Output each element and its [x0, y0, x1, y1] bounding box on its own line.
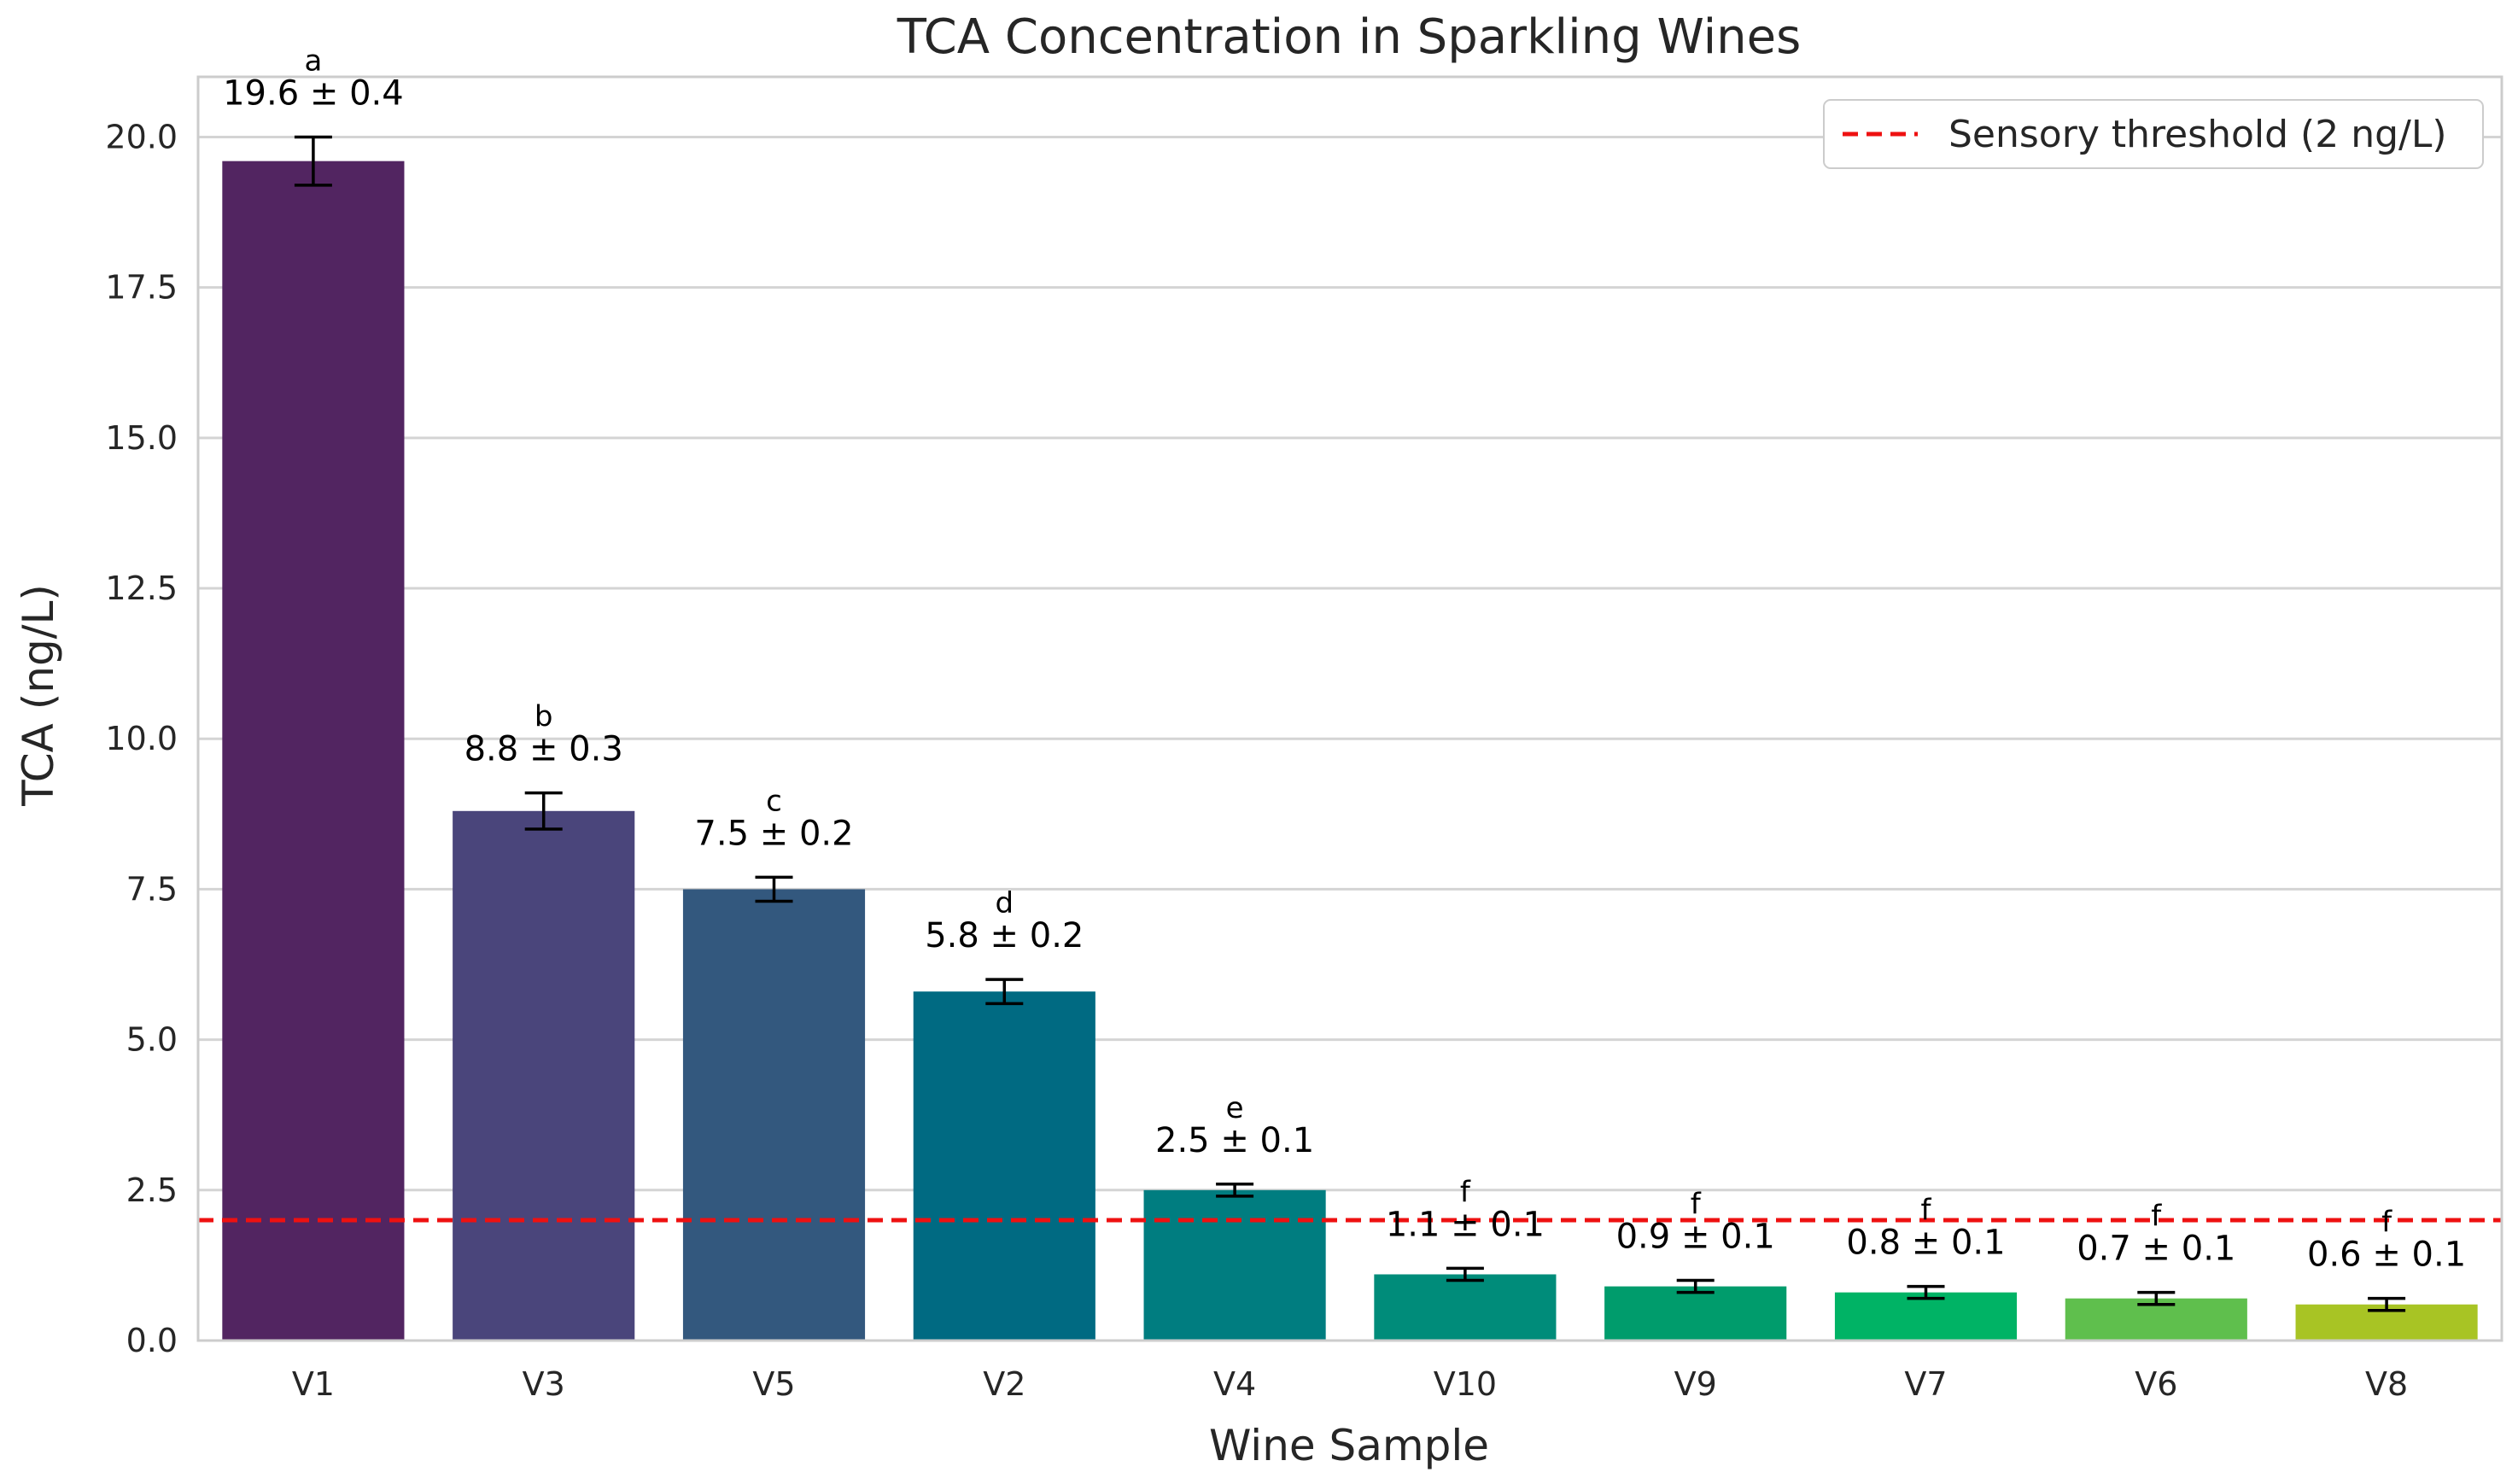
y-tick-label: 20.0 [105, 118, 178, 155]
x-tick-label-V8: V8 [2365, 1365, 2408, 1403]
value-label-V1: 19.6 ± 0.4 [223, 73, 404, 113]
bar-V1 [222, 161, 405, 1341]
y-tick-label: 12.5 [105, 570, 178, 607]
legend-threshold-label: Sensory threshold (2 ng/L) [1948, 113, 2447, 156]
significance-letter-V2: d [996, 886, 1014, 920]
value-label-V5: 7.5 ± 0.2 [694, 814, 853, 853]
x-tick-label-V7: V7 [1904, 1365, 1947, 1403]
significance-letter-V6: f [2151, 1200, 2162, 1234]
x-tick-label-V9: V9 [1674, 1365, 1717, 1403]
significance-letter-V5: c [766, 784, 782, 818]
plot-frame [196, 75, 2503, 1342]
significance-letter-V3: b [535, 700, 553, 734]
y-axis-label: TCA (ng/L) [14, 584, 63, 807]
y-tick-label: 2.5 [126, 1171, 178, 1209]
bar-V3 [453, 810, 635, 1341]
significance-letter-V9: f [1691, 1188, 1702, 1222]
bar-V10 [1374, 1274, 1557, 1341]
y-tick-label: 0.0 [126, 1322, 178, 1359]
significance-letter-V4: e [1226, 1091, 1244, 1125]
significance-letter-V1: a [304, 44, 322, 78]
significance-letter-V10: f [1460, 1175, 1471, 1209]
value-label-V7: 0.8 ± 0.1 [1846, 1224, 2005, 1263]
x-axis-label: Wine Sample [1209, 1421, 1489, 1470]
value-label-V2: 5.8 ± 0.2 [925, 916, 1084, 955]
bar-V5 [682, 889, 866, 1341]
legend: Sensory threshold (2 ng/L) [1823, 99, 2484, 169]
bar-V7 [1834, 1292, 2018, 1341]
chart-title: TCA Concentration in Sparkling Wines [897, 9, 1802, 65]
value-label-V9: 0.9 ± 0.1 [1616, 1218, 1775, 1257]
y-tick-label: 17.5 [105, 269, 178, 307]
x-tick-label-V4: V4 [1213, 1365, 1256, 1403]
bar-V4 [1143, 1189, 1326, 1341]
x-tick-label-V3: V3 [523, 1365, 565, 1403]
legend-box [1823, 99, 2484, 169]
y-tick-label: 15.0 [105, 419, 178, 457]
value-label-V10: 1.1 ± 0.1 [1386, 1205, 1545, 1244]
y-tick-label: 7.5 [126, 870, 178, 908]
value-label-V4: 2.5 ± 0.1 [1155, 1121, 1314, 1160]
x-tick-label-V10: V10 [1434, 1365, 1497, 1403]
significance-letter-V7: f [1921, 1194, 1932, 1228]
x-tick-label-V1: V1 [292, 1365, 335, 1403]
value-label-V3: 8.8 ± 0.3 [464, 730, 623, 769]
bar-labels: 19.6 ± 0.4a 8.8 ± 0.3b 7.5 ± 0.2c 5.8 ± 0.2… [223, 44, 2466, 1274]
x-tick-label-V2: V2 [983, 1365, 1025, 1403]
bars [222, 135, 2478, 1341]
bar-V9 [1604, 1286, 1787, 1341]
significance-letter-V8: f [2381, 1206, 2392, 1240]
value-label-V6: 0.7 ± 0.1 [2077, 1230, 2235, 1269]
x-tick-label-V6: V6 [2135, 1365, 2177, 1403]
bar-V2 [913, 991, 1095, 1341]
value-label-V8: 0.6 ± 0.1 [2307, 1236, 2466, 1275]
y-tick-label: 10.0 [105, 720, 178, 757]
x-tick-label-V5: V5 [752, 1365, 795, 1403]
y-tick-label: 5.0 [126, 1021, 178, 1059]
axes: 0.0 2.5 5.0 7.5 10.0 12.5 15.0 17.5 20.0 V1 V3 V5 V2… [105, 75, 2503, 1403]
